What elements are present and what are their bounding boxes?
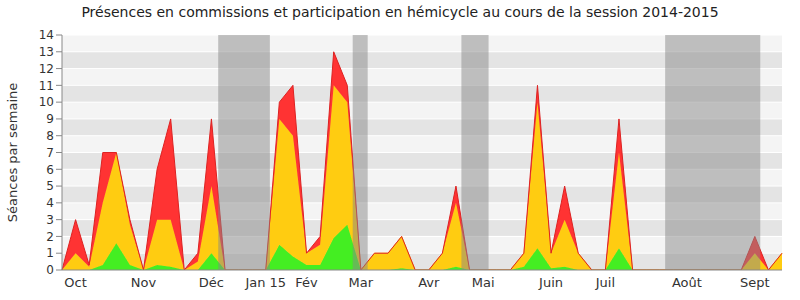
svg-text:Séances par semaine: Séances par semaine bbox=[8, 83, 20, 222]
svg-text:8: 8 bbox=[46, 129, 54, 143]
svg-text:5: 5 bbox=[46, 179, 54, 193]
svg-text:Déc: Déc bbox=[199, 275, 224, 290]
svg-text:0: 0 bbox=[46, 263, 54, 277]
svg-text:9: 9 bbox=[46, 112, 54, 126]
svg-text:Nov: Nov bbox=[131, 275, 157, 290]
svg-text:10: 10 bbox=[39, 95, 54, 109]
svg-text:1: 1 bbox=[46, 246, 54, 260]
svg-text:6: 6 bbox=[46, 163, 54, 177]
svg-text:3: 3 bbox=[46, 213, 54, 227]
svg-text:2: 2 bbox=[46, 230, 54, 244]
svg-text:14: 14 bbox=[39, 28, 54, 42]
svg-text:Juin: Juin bbox=[538, 275, 563, 290]
svg-text:Fév: Fév bbox=[295, 275, 318, 290]
svg-text:11: 11 bbox=[39, 79, 54, 93]
svg-text:13: 13 bbox=[39, 45, 54, 59]
svg-text:7: 7 bbox=[46, 146, 54, 160]
svg-text:Sept: Sept bbox=[740, 275, 770, 290]
svg-text:Mar: Mar bbox=[349, 275, 374, 290]
svg-text:Avr: Avr bbox=[418, 275, 440, 290]
svg-text:Juil: Juil bbox=[595, 275, 615, 290]
svg-text:Oct: Oct bbox=[64, 275, 86, 290]
svg-text:Mai: Mai bbox=[472, 275, 495, 290]
svg-text:Jan 15: Jan 15 bbox=[244, 275, 286, 290]
svg-text:4: 4 bbox=[46, 196, 54, 210]
svg-text:12: 12 bbox=[39, 62, 54, 76]
svg-text:Août: Août bbox=[672, 275, 702, 290]
html-text:Présences en commissions et pa: Présences en commissions et participatio… bbox=[81, 4, 719, 20]
